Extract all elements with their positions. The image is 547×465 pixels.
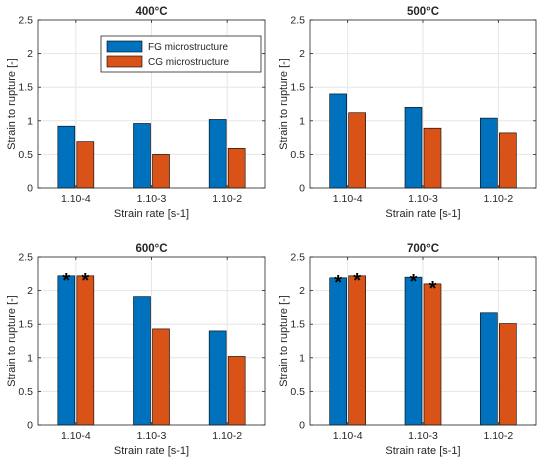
ytick-label: 2 (27, 285, 33, 297)
star-marker: * (81, 270, 89, 292)
x-axis-label: Strain rate [s-1] (385, 445, 460, 457)
xtick-label: 1.10-3 (137, 193, 167, 205)
star-marker: * (62, 270, 70, 292)
panel-title: 700°C (407, 243, 439, 255)
panel-4: * * * * 0 0.5 1 1.5 2 2.5 1.10-4 1.10-3 1.10-2 700°C S… (278, 243, 537, 457)
y-axis-label: Strain to rupture [-] (6, 295, 18, 387)
ytick-label: 1.5 (18, 82, 33, 94)
ytick-label: 2.5 (290, 15, 305, 27)
xtick-label: 1.10-2 (483, 193, 513, 205)
bar (480, 312, 498, 426)
bar (329, 93, 347, 189)
ytick-label: 1 (27, 352, 33, 364)
ytick-label: 1.5 (290, 319, 305, 331)
ytick-label: 2 (299, 285, 305, 297)
ytick-label: 0.5 (290, 386, 305, 398)
star-marker: * (353, 270, 361, 292)
xtick-label: 1.10-2 (212, 430, 242, 442)
ytick-label: 0 (27, 420, 33, 432)
y-axis-label: Strain to rupture [-] (278, 58, 290, 150)
bar (133, 296, 151, 426)
ytick-label: 0.5 (290, 149, 305, 161)
y-axis-label: Strain to rupture [-] (6, 58, 18, 150)
x-axis-label: Strain rate [s-1] (385, 208, 460, 220)
bar (404, 276, 423, 426)
star-marker: * (410, 271, 418, 293)
bar (423, 283, 442, 426)
bar (76, 141, 95, 189)
ytick-label: 0.5 (18, 149, 33, 161)
xtick-label: 1.10-3 (408, 430, 438, 442)
ytick-label: 0 (299, 183, 305, 195)
ytick-label: 2.5 (290, 252, 305, 264)
ytick-label: 0.5 (18, 386, 33, 398)
ytick-label: 2 (299, 48, 305, 60)
legend-swatch-cg (106, 55, 143, 68)
bar (348, 112, 366, 189)
ytick-label: 1.5 (18, 319, 33, 331)
star-marker: * (334, 272, 342, 294)
ytick-label: 1 (299, 115, 305, 127)
ytick-label: 2.5 (18, 252, 33, 264)
ytick-label: 1.5 (290, 82, 305, 94)
panel-title: 500°C (407, 6, 439, 18)
xtick-label: 1.10-2 (212, 193, 242, 205)
bar (57, 125, 76, 189)
y-axis-label: Strain to rupture [-] (278, 295, 290, 387)
xtick-label: 1.10-3 (137, 430, 167, 442)
xtick-label: 1.10-4 (333, 430, 363, 442)
xtick-label: 1.10-4 (333, 193, 363, 205)
bar (423, 127, 442, 189)
ytick-label: 2.5 (18, 15, 33, 27)
ytick-label: 0 (27, 183, 33, 195)
legend-label-cg: CG microstructure (148, 57, 230, 68)
ytick-label: 1 (299, 352, 305, 364)
bar (152, 328, 170, 426)
bar (152, 154, 170, 189)
legend-swatch-fg (106, 40, 143, 53)
bar (329, 277, 347, 426)
panel-title: 600°C (135, 243, 167, 255)
bar (208, 330, 227, 426)
bar (208, 119, 227, 189)
bar (227, 356, 246, 426)
bar (76, 275, 95, 426)
ytick-label: 0 (299, 420, 305, 432)
panel-3: * * 0 0.5 1 1.5 2 2.5 1.10-4 1.10-3 1.10-2 600°C Str… (6, 243, 266, 457)
legend-label-fg: FG microstructure (148, 42, 228, 53)
xtick-label: 1.10-3 (408, 193, 438, 205)
panel-1: 0 0.5 1 1.5 2 2.5 1.10-4 1.10-3 1.10-2 400°C Strai… (6, 6, 266, 220)
xtick-label: 1.10-4 (61, 430, 91, 442)
bar (480, 117, 498, 189)
panel-title: 400°C (135, 6, 167, 18)
ytick-label: 1 (27, 115, 33, 127)
bar (499, 132, 517, 189)
legend: FG microstructure CG microstructure (100, 35, 262, 73)
xtick-label: 1.10-2 (483, 430, 513, 442)
bar (404, 107, 423, 189)
bar (133, 123, 151, 189)
bar (227, 148, 246, 189)
bar (57, 275, 76, 426)
xtick-label: 1.10-4 (61, 193, 91, 205)
bar (348, 275, 366, 426)
star-marker: * (429, 278, 437, 300)
x-axis-label: Strain rate [s-1] (114, 445, 189, 457)
panel-2: 0 0.5 1 1.5 2 2.5 1.10-4 1.10-3 1.10-2 500°C Strai… (278, 6, 537, 220)
bar (499, 323, 517, 426)
ytick-label: 2 (27, 48, 33, 60)
x-axis-label: Strain rate [s-1] (114, 208, 189, 220)
